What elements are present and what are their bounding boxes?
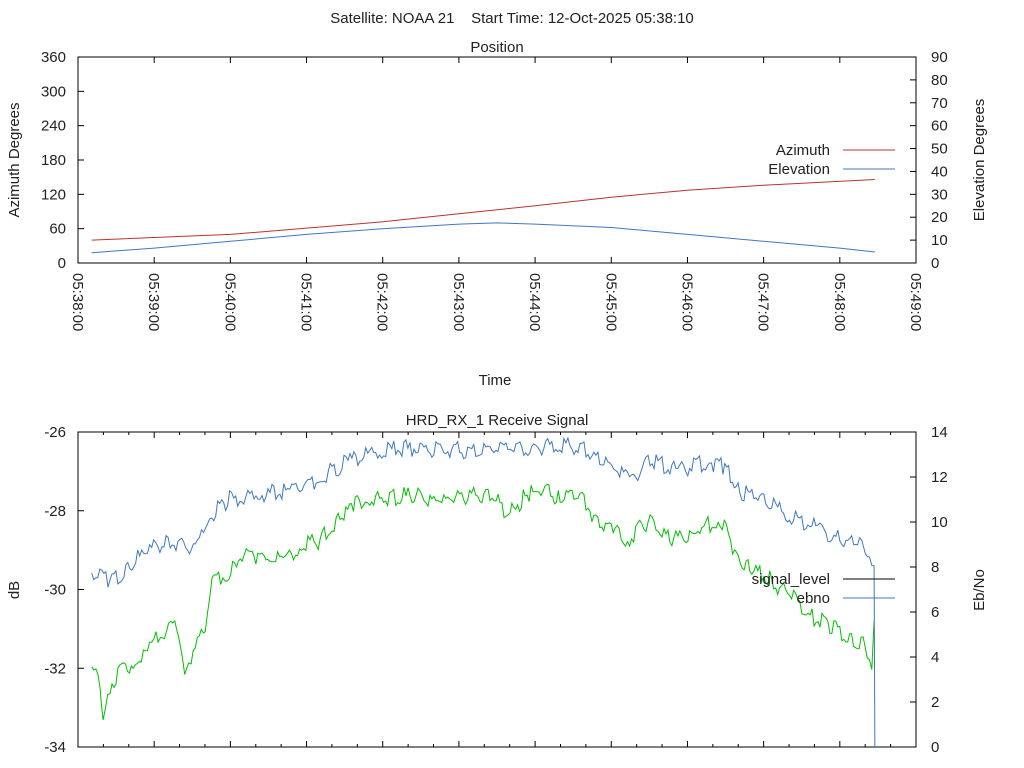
y2-tick-label: 40 — [931, 163, 948, 180]
y-tick-label: -34 — [44, 739, 66, 756]
x-tick-label: 05:40:00 — [221, 273, 238, 331]
legend-label: Azimuth — [776, 142, 830, 159]
x-tick-label: 05:45:00 — [602, 273, 619, 331]
y2-tick-label: 80 — [931, 72, 948, 89]
position-plot: Position Time Azimuth Degrees Elevation … — [6, 39, 988, 389]
y-tick-label: -26 — [44, 424, 66, 441]
y-tick-label: 240 — [41, 118, 66, 135]
position-title: Position — [470, 39, 523, 56]
signal-plot: HRD_RX_1 Receive Signal dB Eb/No -34 -32 -… — [6, 412, 988, 756]
x-tick-label: 05:44:00 — [526, 273, 543, 331]
y-axis-label: dB — [6, 581, 23, 599]
y-tick-label: -30 — [44, 582, 66, 599]
y2-axis-label: Elevation Degrees — [971, 99, 988, 222]
series-line-elevation — [91, 222, 875, 254]
x-tick-label: 05:47:00 — [755, 273, 772, 331]
y-tick-label: -28 — [44, 503, 66, 520]
y2-tick-label: 70 — [931, 95, 948, 112]
x-tick-label: 05:42:00 — [374, 273, 391, 331]
y2-tick-label: 12 — [931, 469, 948, 486]
y2-tick-label: 10 — [931, 232, 948, 249]
y2-tick-label: 14 — [931, 424, 948, 441]
y2-axis-label: Eb/No — [971, 569, 988, 611]
y-tick-label: 360 — [41, 49, 66, 66]
series-line-azimuth — [91, 179, 875, 241]
x-tick-label: 05:46:00 — [678, 273, 695, 331]
y2-tick-label: 30 — [931, 186, 948, 203]
y2-tick-label: 60 — [931, 118, 948, 135]
legend-label: ebno — [797, 590, 830, 607]
y2-tick-label: 8 — [931, 559, 939, 576]
x-tick-label: 05:41:00 — [298, 273, 315, 331]
y-tick-label: -32 — [44, 660, 66, 677]
y2-tick-label: 20 — [931, 209, 948, 226]
signal-title: HRD_RX_1 Receive Signal — [406, 412, 589, 429]
x-tick-label: 05:43:00 — [450, 273, 467, 331]
page-title: Satellite: NOAA 21 Start Time: 12-Oct-20… — [330, 10, 694, 27]
x-tick-label: 05:39:00 — [145, 273, 162, 331]
series-line-ebno — [91, 436, 876, 748]
y2-tick-label: 10 — [931, 514, 948, 531]
y2-tick-label: 2 — [931, 694, 939, 711]
legend-label: Elevation — [768, 161, 830, 178]
y2-tick-label: 50 — [931, 141, 948, 158]
legend-label: signal_level — [752, 571, 830, 588]
y2-tick-label: 0 — [931, 255, 939, 272]
y-axis-label: Azimuth Degrees — [6, 102, 23, 217]
y-tick-label: 300 — [41, 83, 66, 100]
x-tick-label: 05:48:00 — [831, 273, 848, 331]
series-line-signal_level — [91, 483, 875, 721]
y2-tick-label: 90 — [931, 49, 948, 66]
x-tick-label: 05:38:00 — [69, 273, 86, 331]
y-tick-label: 60 — [49, 221, 66, 238]
y-tick-label: 0 — [58, 255, 66, 272]
y-tick-label: 120 — [41, 186, 66, 203]
y2-tick-label: 0 — [931, 739, 939, 756]
y2-tick-label: 6 — [931, 604, 939, 621]
plot-frame — [77, 56, 917, 264]
x-tick-label: 05:49:00 — [907, 273, 924, 331]
x-axis-label: Time — [479, 372, 512, 389]
y-tick-label: 180 — [41, 152, 66, 169]
plot-frame — [77, 431, 917, 748]
y2-tick-label: 4 — [931, 649, 939, 666]
